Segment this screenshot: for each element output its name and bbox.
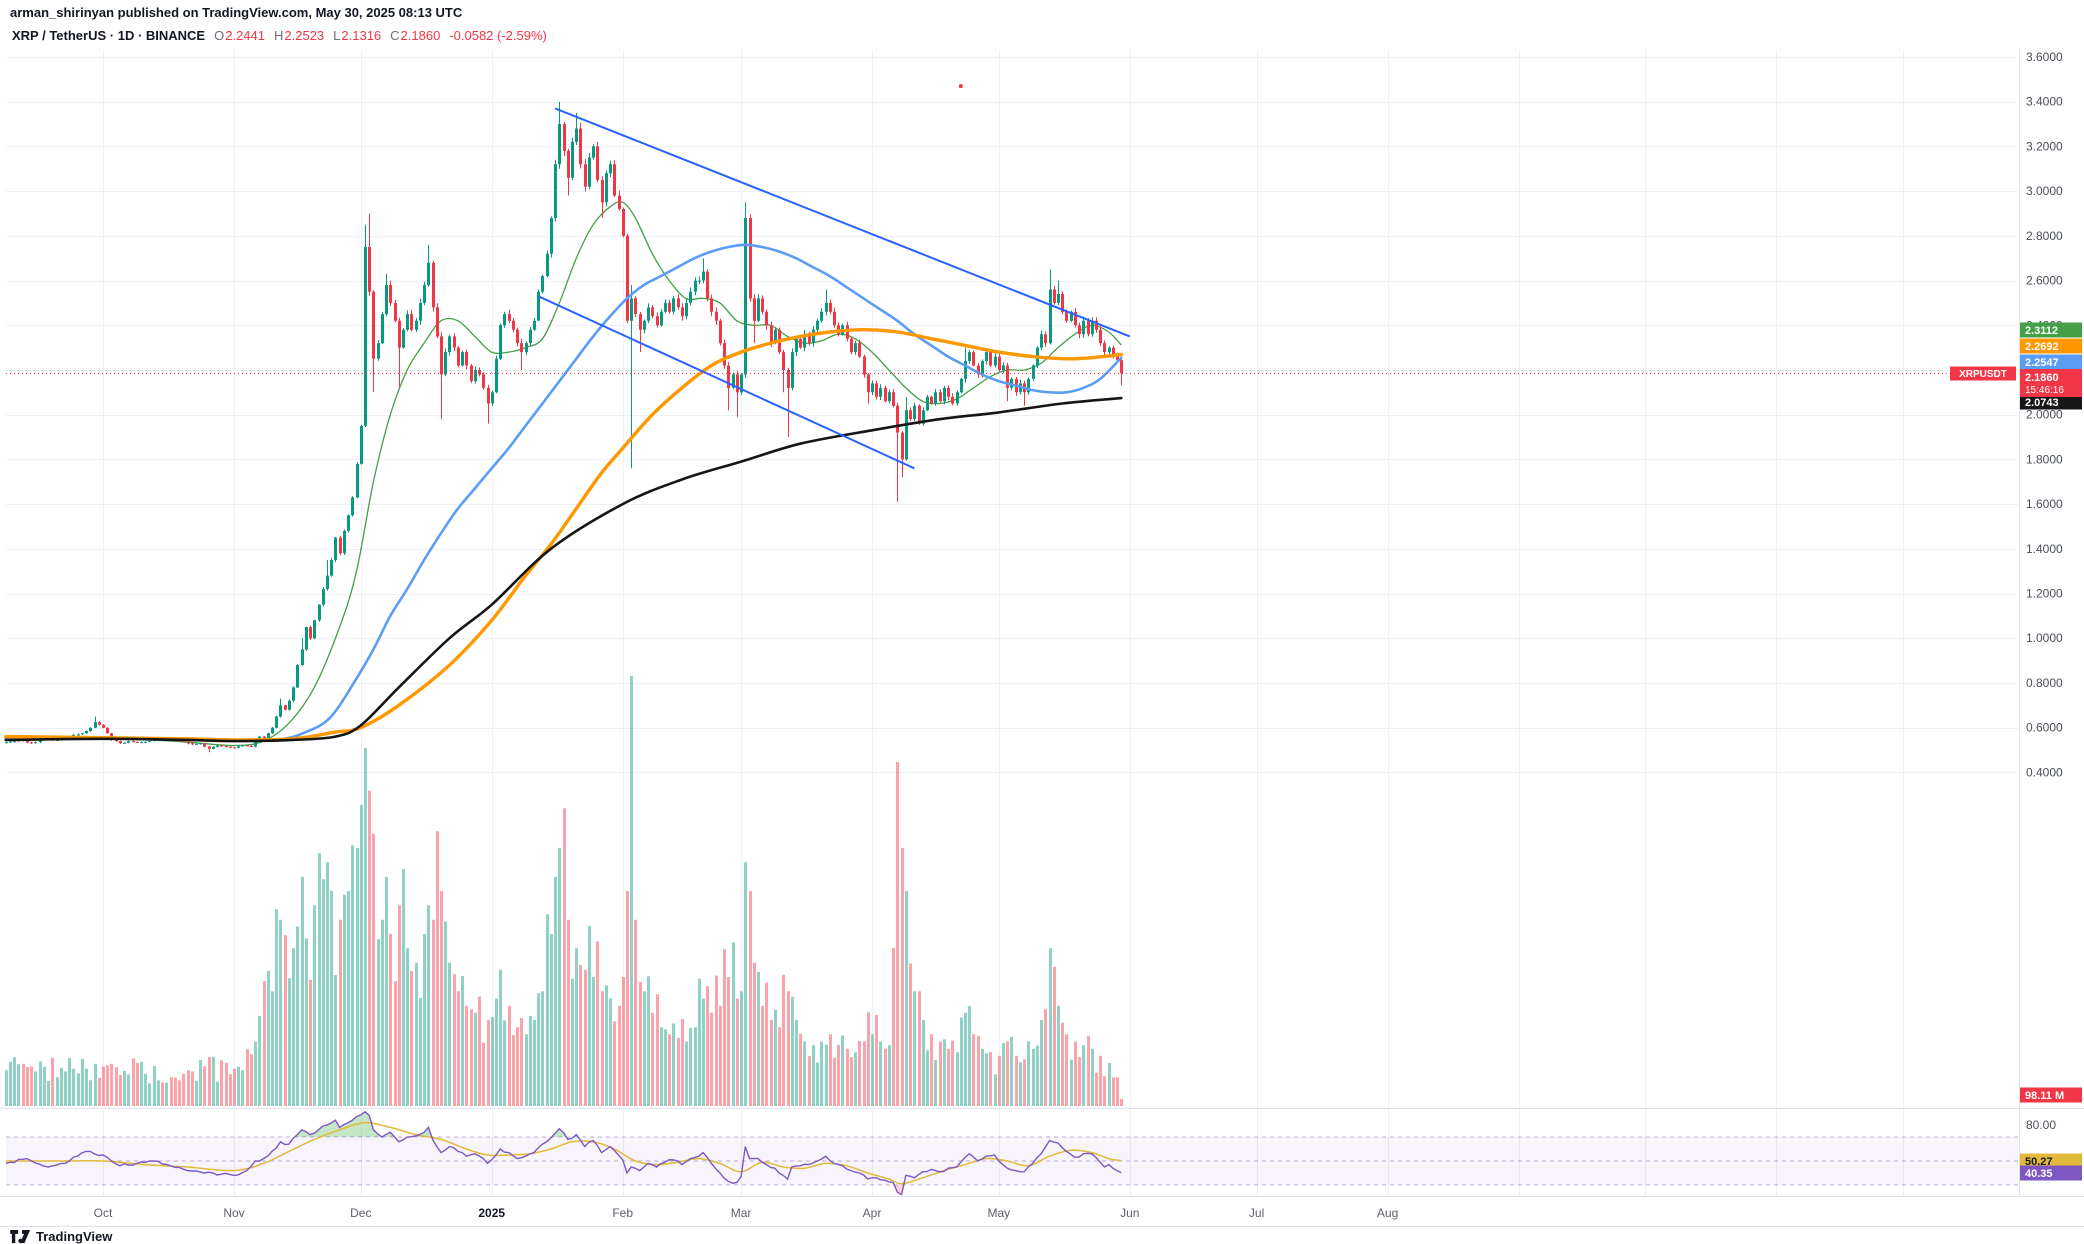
svg-text:1.0000: 1.0000 (2026, 631, 2063, 645)
svg-text:3.6000: 3.6000 (2026, 50, 2063, 64)
alert-marker-dot (958, 84, 963, 89)
pane-separators[interactable] (0, 50, 2084, 1197)
svg-text:80.00: 80.00 (2026, 1118, 2056, 1132)
ma-fast-line (5, 201, 1122, 747)
svg-text:3.2000: 3.2000 (2026, 139, 2063, 153)
svg-text:0.4000: 0.4000 (2026, 765, 2063, 779)
svg-text:0.8000: 0.8000 (2026, 676, 2063, 690)
svg-text:2025: 2025 (478, 1206, 505, 1220)
rsi-pane (5, 1110, 2018, 1196)
close-label: C (390, 28, 400, 43)
volume-series (5, 676, 1123, 1107)
ohlc-high: H2.2523 (274, 28, 324, 43)
tradingview-icon (10, 1229, 31, 1243)
chart-region[interactable]: 0.4000 0.6000 0.8000 1.0000 1.2000 1.4000 1.60… (0, 22, 2084, 1226)
svg-text:50.27: 50.27 (2025, 1156, 2053, 1168)
svg-text:2.6000: 2.6000 (2026, 274, 2063, 288)
svg-text:2.8000: 2.8000 (2026, 229, 2063, 243)
svg-text:1.6000: 1.6000 (2026, 497, 2063, 511)
svg-text:1.4000: 1.4000 (2026, 542, 2063, 556)
svg-text:2.2547: 2.2547 (2025, 357, 2059, 369)
symbol-price-tag (1950, 366, 2016, 381)
trendline-2[interactable] (537, 295, 915, 470)
low-label: L (333, 28, 341, 43)
svg-text:Dec: Dec (350, 1206, 371, 1220)
svg-text:15:46:16: 15:46:16 (2025, 385, 2064, 396)
moving-averages (4, 243, 1123, 743)
svg-text:2.2692: 2.2692 (2025, 341, 2059, 353)
candlestick-series (5, 101, 1123, 753)
chart-canvas[interactable]: 0.4000 0.6000 0.8000 1.0000 1.2000 1.4000 1.60… (0, 22, 2084, 1226)
high-label: H (274, 28, 284, 43)
change-value: -0.0582 (-2.59%) (449, 28, 547, 43)
time-scale[interactable]: Oct Nov Dec 2025 Feb Mar Apr May Jun Jul Aug (94, 1206, 1399, 1220)
svg-text:Jun: Jun (1120, 1206, 1139, 1220)
attribution-bar: arman_shirinyan published on TradingView… (0, 0, 2084, 22)
ohlc-open: O2.2441 (214, 28, 265, 43)
footer-bar: TradingView (0, 1226, 2084, 1244)
svg-text:2.3112: 2.3112 (2025, 325, 2058, 337)
open-value: 2.2441 (225, 28, 265, 43)
ma-mid-line (4, 243, 1123, 742)
trendlines[interactable] (537, 107, 1131, 470)
svg-text:Oct: Oct (94, 1206, 113, 1220)
ma-slow-line (4, 328, 1123, 742)
svg-text:Nov: Nov (223, 1206, 244, 1220)
grid (6, 50, 2018, 1196)
price-scale[interactable]: 0.4000 0.6000 0.8000 1.0000 1.2000 1.4000 1.60… (2026, 50, 2063, 1132)
svg-text:Aug: Aug (1377, 1206, 1398, 1220)
svg-text:2.1860: 2.1860 (2025, 372, 2059, 384)
attribution-text: arman_shirinyan published on TradingView… (10, 5, 463, 20)
svg-text:0.6000: 0.6000 (2026, 721, 2063, 735)
close-value: 2.1860 (400, 28, 441, 43)
symbol-title[interactable]: XRP / TetherUS · 1D · BINANCE (12, 28, 206, 43)
ma-200-line (4, 396, 1123, 743)
ohlc-close: C2.1860 (390, 28, 440, 43)
svg-text:Mar: Mar (731, 1206, 752, 1220)
tradingview-logo-link[interactable]: TradingView (10, 1229, 112, 1244)
open-label: O (214, 28, 225, 43)
svg-text:98.11 M: 98.11 M (2025, 1090, 2064, 1102)
svg-text:Jul: Jul (1249, 1206, 1264, 1220)
ohlc-low: L2.1316 (333, 28, 381, 43)
svg-text:3.4000: 3.4000 (2026, 95, 2063, 109)
svg-text:2.0743: 2.0743 (2025, 397, 2059, 409)
svg-text:1.8000: 1.8000 (2026, 452, 2063, 466)
svg-text:Feb: Feb (612, 1206, 633, 1220)
svg-text:Apr: Apr (863, 1206, 882, 1220)
trendline-1[interactable] (554, 107, 1131, 338)
rsi-line (5, 1110, 1122, 1196)
svg-text:May: May (987, 1206, 1010, 1220)
svg-text:2.0000: 2.0000 (2026, 408, 2063, 422)
svg-text:XRPUSDT: XRPUSDT (1959, 369, 2007, 380)
tradingview-wordmark: TradingView (36, 1228, 113, 1244)
symbol-legend[interactable]: XRP / TetherUS · 1D · BINANCE O2.2441 H2… (12, 28, 547, 43)
low-value: 2.1316 (341, 28, 382, 43)
svg-text:1.2000: 1.2000 (2026, 587, 2063, 601)
svg-text:40.35: 40.35 (2025, 1168, 2053, 1180)
svg-text:3.0000: 3.0000 (2026, 184, 2063, 198)
rsi-ma-line (5, 1121, 1122, 1185)
high-value: 2.2523 (284, 28, 325, 43)
